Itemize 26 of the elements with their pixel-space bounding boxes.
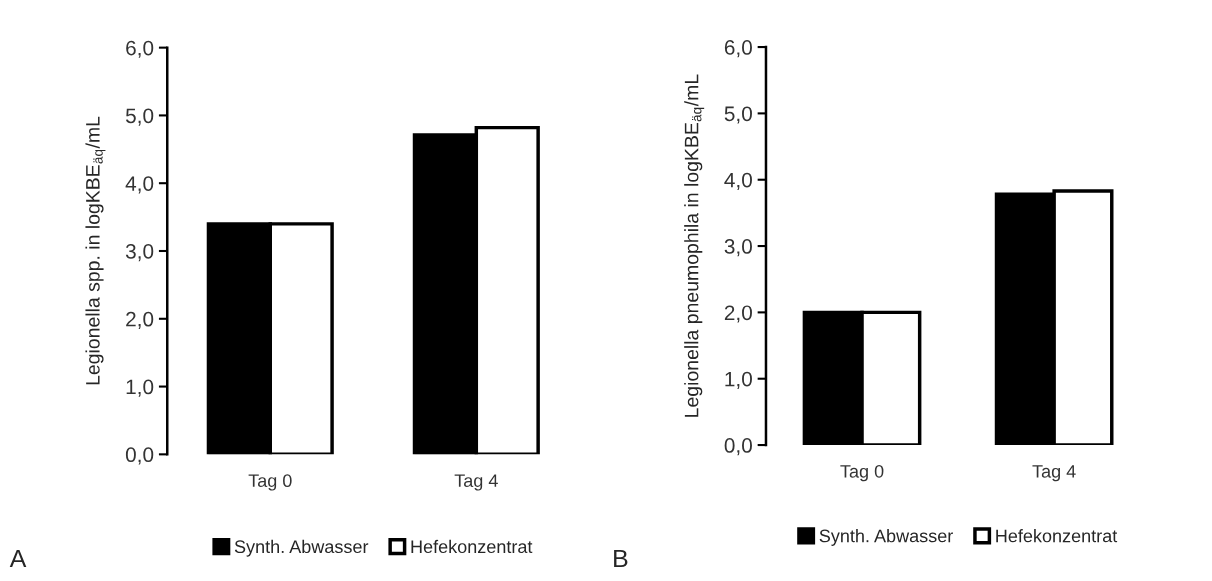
y-tick-label: 6,0 — [126, 40, 154, 58]
y-tick-label: 5,0 — [125, 108, 154, 126]
legend-label: Synth. Abwasser — [234, 539, 369, 557]
legend-label: Synth. Abwasser — [819, 529, 953, 546]
y-tick-label: 0,0 — [125, 447, 154, 465]
y-tick-label: 5,0 — [724, 106, 752, 124]
x-tick-label: Tag 4 — [1032, 465, 1076, 482]
x-tick-label: Tag 0 — [840, 464, 884, 482]
y-tick-label: 2,0 — [126, 311, 154, 329]
y-tick-label: 1,0 — [725, 371, 752, 389]
y-axis-title: Legionella pneumophila in logKBE$_{äq}$/mL — [684, 74, 705, 417]
legend-label: Hefekonzentrat — [996, 529, 1118, 543]
y-tick-label: 2,0 — [724, 305, 752, 323]
y-axis-title: Legionella spp. in logKBE$_{äq}$/mL — [85, 116, 106, 385]
x-tick-label: Tag 4 — [454, 474, 498, 491]
text: A — [9, 549, 27, 568]
y-tick-label: 4,0 — [125, 176, 154, 194]
y-tick-label: 3,0 — [125, 243, 154, 262]
y-tick-label: 4,0 — [724, 172, 752, 190]
x-tick-label: Tag 0 — [248, 474, 292, 491]
text: B — [614, 549, 628, 568]
y-tick-label: 3,0 — [724, 239, 752, 257]
y-tick-label: 0,0 — [724, 438, 752, 456]
y-tick-label: 1,0 — [126, 379, 154, 397]
y-tick-label: 6,0 — [724, 40, 752, 58]
legend-label: Hefekonzentrat — [411, 539, 533, 554]
